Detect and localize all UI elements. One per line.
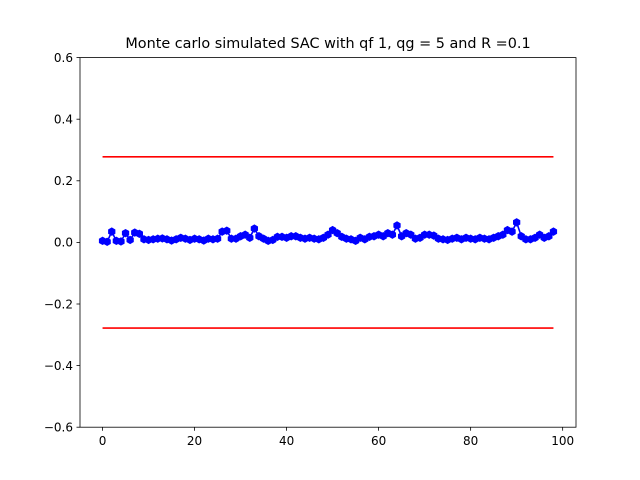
- sac-point: [223, 226, 231, 235]
- y-axis: −0.6 −0.4 −0.2 0.0 0.2 0.4 0.6: [44, 51, 80, 435]
- axes-frame: [79, 57, 577, 428]
- sac-point: [393, 221, 401, 230]
- y-tick-label: 0.0: [54, 236, 73, 250]
- x-tick-label: 100: [551, 434, 574, 448]
- sac-point: [250, 224, 259, 233]
- sac-point: [246, 233, 254, 242]
- x-tick-label: 40: [279, 434, 294, 448]
- x-tick-label: 60: [371, 434, 386, 448]
- x-tick-label: 20: [187, 434, 202, 448]
- sac-point: [121, 228, 130, 238]
- sac-point: [108, 227, 116, 236]
- sac-point: [117, 237, 125, 246]
- sac-point: [549, 227, 558, 236]
- y-tick-label: 0.6: [54, 51, 73, 65]
- sac-point: [213, 234, 222, 243]
- sac-point: [508, 227, 516, 236]
- y-tick-label: −0.6: [44, 421, 73, 435]
- x-tick-label: 0: [99, 434, 107, 448]
- y-tick-label: −0.2: [44, 297, 73, 311]
- chart-title: Monte carlo simulated SAC with qf 1, qg …: [125, 36, 530, 52]
- sac-point: [513, 218, 521, 227]
- sac-point: [135, 229, 143, 238]
- x-tick-label: 80: [463, 434, 478, 448]
- plot-area: [98, 155, 558, 329]
- y-tick-label: 0.2: [54, 174, 73, 188]
- x-axis: 0 20 40 60 80 100: [99, 427, 574, 448]
- y-tick-label: 0.4: [54, 113, 73, 127]
- y-tick-label: −0.4: [44, 359, 73, 373]
- sac-point: [103, 237, 111, 246]
- sac-point: [126, 235, 134, 245]
- sac-point: [388, 230, 397, 239]
